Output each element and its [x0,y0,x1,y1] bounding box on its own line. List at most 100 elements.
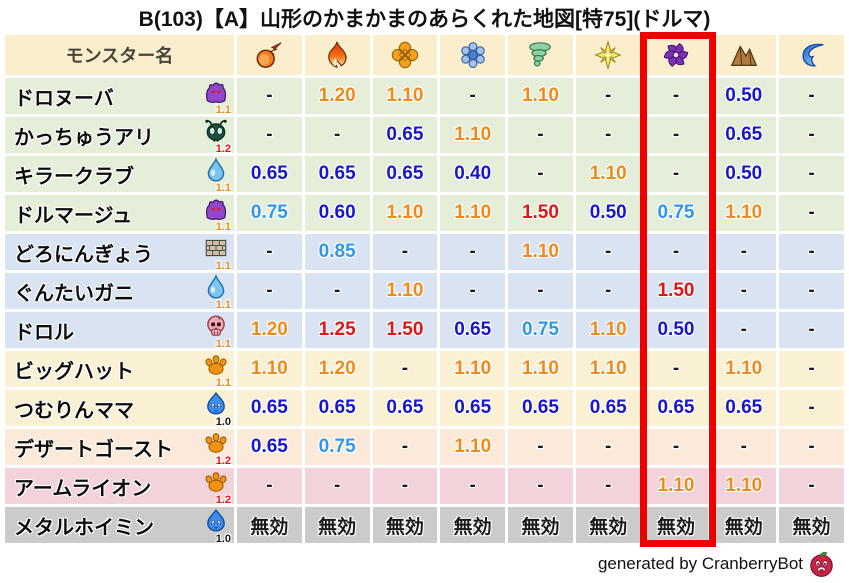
monster-name: ビッグハット [14,360,134,383]
multiplier-cell: - [643,429,709,465]
credit: generated by CranberryBot [598,549,835,579]
monster-level: 1.0 [215,416,231,428]
multiplier-cell: - [508,429,573,465]
monster-level: 1.2 [215,143,231,155]
multiplier-cell: - [575,78,641,114]
multiplier-cell: 無効 [304,507,370,543]
multiplier-cell: 無効 [372,507,438,543]
fireball-icon [237,35,302,75]
multiplier-cell: - [304,468,370,504]
multiplier-cell: 1.50 [372,312,438,348]
multiplier-cell: 1.20 [304,351,370,387]
monster-name: ドロヌーバ [14,87,114,110]
multiplier-cell: 1.10 [237,351,302,387]
multiplier-cell: - [304,117,370,153]
tornado-icon [508,35,573,75]
paw-icon: 1.1 [201,352,231,389]
multiplier-cell: 0.65 [372,390,438,426]
multiplier-cell: 0.60 [304,195,370,231]
multiplier-cell: - [711,234,777,270]
multiplier-cell: - [508,468,573,504]
multiplier-cell: - [440,273,506,309]
monster-name-cell: かっちゅうアリ 1.2 [5,117,234,155]
monster-name-cell: ドロヌーバ 1.1 [5,78,234,116]
multiplier-cell: 0.65 [508,390,573,426]
multiplier-cell: 1.10 [372,273,438,309]
multiplier-cell: 1.10 [575,312,641,348]
multiplier-cell: 0.65 [304,156,370,192]
multiplier-cell: - [237,273,302,309]
monster-row: ドロル 1.1 1.20 1.25 1.50 0.65 0.75 1.10 0.50- - [5,312,844,350]
wave-icon [779,35,844,75]
multiplier-cell: - [779,156,844,192]
monster-level: 1.2 [215,494,231,506]
monster-name: キラークラブ [14,165,134,188]
monster-name: アームライオン [14,477,152,500]
monster-row: ぐんたいガニ 1.1- -1.10- - -1.50- - [5,273,844,311]
multiplier-cell: - [508,273,573,309]
monster-row: つむりんママ 1.0 0.65 0.65 0.65 0.65 0.65 0.65 0.65 0.6… [5,390,844,428]
multiplier-cell: 0.65 [440,312,506,348]
monster-name: デザートゴースト [14,438,173,461]
multiplier-cell: - [440,78,506,114]
multiplier-cell: - [779,78,844,114]
pinwheel-dark-icon [643,35,709,75]
multiplier-cell: 1.10 [575,351,641,387]
monster-row: メタルホイミン 1.0 無効 無効 無効 無効 無効 無効 無効 無効 無効 [5,507,844,545]
multiplier-cell: - [779,117,844,153]
multiplier-cell: 0.65 [237,156,302,192]
monster-name-cell: どろにんぎょう 1.1 [5,234,234,272]
multiplier-cell: - [643,78,709,114]
monster-name-cell: ビッグハット 1.1 [5,351,234,389]
multiplier-cell: - [508,117,573,153]
cranberry-icon [808,551,835,578]
monster-name: メタルホイミン [14,516,154,539]
monster-name: かっちゅうアリ [14,126,154,149]
mountain-icon [711,35,777,75]
multiplier-cell: - [440,468,506,504]
multiplier-cell: 0.65 [440,390,506,426]
monster-name-cell: ドルマージュ 1.1 [5,195,234,233]
multiplier-cell: 0.75 [304,429,370,465]
multiplier-cell: 1.25 [304,312,370,348]
skull-icon: 1.1 [201,313,231,350]
multiplier-cell: - [237,117,302,153]
resistance-table: モンスター名 ドロヌーバ 1.1-1.20 1.10-1.10- -0.50- かっちゅ… [2,32,847,546]
credit-text: generated by CranberryBot [597,554,803,573]
droplet-icon: 1.1 [201,274,231,311]
multiplier-cell: - [779,273,844,309]
multiplier-cell: 無効 [237,507,302,543]
multiplier-cell: - [575,429,641,465]
multiplier-cell: 1.10 [372,78,438,114]
multiplier-cell: 0.50 [575,195,641,231]
multiplier-cell: - [779,390,844,426]
monster-level: 1.1 [215,299,231,311]
explosion-icon [372,35,438,75]
multiplier-cell: - [575,117,641,153]
multiplier-cell: - [575,468,641,504]
multiplier-cell: 1.50 [643,273,709,309]
multiplier-cell: 1.10 [440,429,506,465]
multiplier-cell: - [440,234,506,270]
multiplier-cell: 0.65 [711,390,777,426]
monster-name-cell: つむりんママ 1.0 [5,390,234,428]
multiplier-cell: - [711,312,777,348]
monster-row: どろにんぎょう 1.1-0.85- -1.10- - - - [5,234,844,272]
multiplier-cell: 1.10 [711,468,777,504]
multiplier-cell: 0.85 [304,234,370,270]
monster-name-cell: アームライオン 1.2 [5,468,234,506]
multiplier-cell: - [779,234,844,270]
monster-name: どろにんぎょう [14,243,153,266]
monster-name-cell: ぐんたいガニ 1.1 [5,273,234,311]
monster-row: ドルマージュ 1.1 0.75 0.60 1.10 1.10 1.50 0.50 0.75 1.1… [5,195,844,233]
multiplier-cell: - [779,429,844,465]
monster-name: つむりんママ [14,399,134,422]
multiplier-cell: - [643,156,709,192]
multiplier-cell: 0.50 [711,78,777,114]
monster-level: 1.1 [215,104,231,116]
multiplier-cell: 1.10 [440,117,506,153]
multiplier-cell: - [372,429,438,465]
purple-blob-icon: 1.1 [201,196,231,233]
multiplier-cell: 0.50 [711,156,777,192]
